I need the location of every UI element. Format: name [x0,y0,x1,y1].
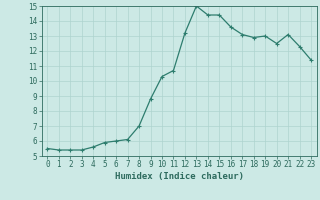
X-axis label: Humidex (Indice chaleur): Humidex (Indice chaleur) [115,172,244,181]
